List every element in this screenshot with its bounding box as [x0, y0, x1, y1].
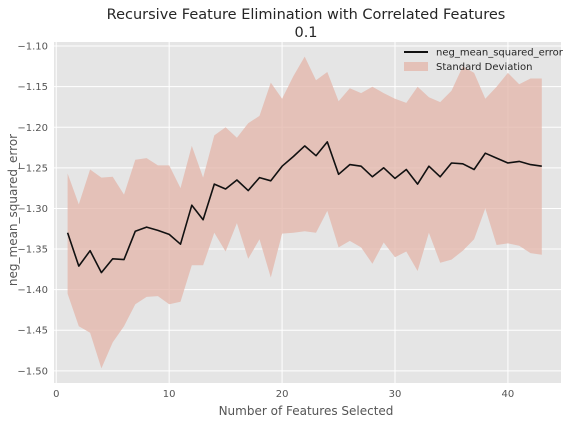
x-tick-label: 30	[389, 389, 402, 400]
legend-label-band: Standard Deviation	[436, 62, 533, 73]
legend-label-line: neg_mean_squared_error	[436, 48, 564, 59]
x-tick-label: 20	[276, 389, 289, 400]
y-tick-label: −1.45	[17, 326, 48, 337]
y-tick-label: −1.30	[17, 204, 48, 215]
legend: neg_mean_squared_error Standard Deviatio…	[404, 48, 564, 73]
x-tick-label: 10	[163, 389, 176, 400]
y-axis-label: neg_mean_squared_error	[6, 134, 20, 286]
chart-title: Recursive Feature Elimination with Corre…	[107, 7, 506, 23]
y-tick-label: −1.20	[17, 123, 48, 134]
tick-labels: 0 10 20 30 40 −1.50 −1.45 −1.40 −1.35 −1.30 −1.25 −…	[17, 42, 514, 400]
legend-band-swatch	[404, 62, 428, 71]
y-tick-label: −1.15	[17, 82, 48, 93]
y-tick-label: −1.35	[17, 245, 48, 256]
standard-deviation-band	[67, 56, 542, 369]
y-tick-label: −1.25	[17, 163, 48, 174]
y-tick-label: −1.40	[17, 285, 48, 296]
x-axis-label: Number of Features Selected	[219, 404, 394, 418]
x-tick-label: 0	[53, 389, 59, 400]
y-tick-label: −1.10	[17, 42, 48, 53]
y-tick-label: −1.50	[17, 366, 48, 377]
chart-subtitle: 0.1	[294, 25, 317, 41]
series-line-neg-mean-squared-error	[66, 141, 542, 274]
x-tick-label: 40	[502, 389, 515, 400]
